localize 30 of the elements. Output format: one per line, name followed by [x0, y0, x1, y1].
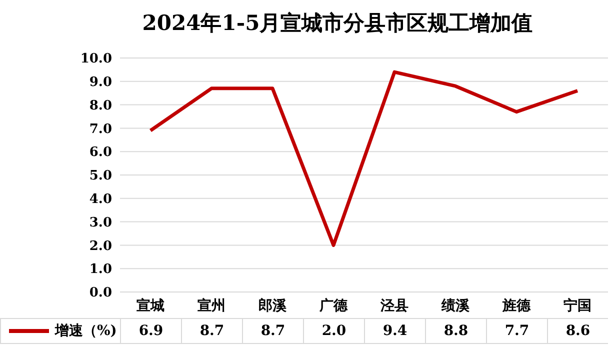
- x-tick-label: 旌德: [502, 298, 532, 314]
- data-label: 9.4: [364, 319, 425, 343]
- y-tick-label: 4.0: [89, 192, 112, 208]
- y-tick-label: 1.0: [89, 262, 112, 278]
- x-tick-label: 广德: [318, 296, 348, 314]
- data-label: 8.6: [547, 319, 608, 343]
- y-tick-label: 8.0: [89, 98, 112, 114]
- chart-title: 2024年1-5月宣城市分县市区规工增加值: [141, 9, 534, 37]
- x-tick-label: 宣州: [198, 296, 226, 314]
- legend-label: 增速（%): [55, 322, 117, 340]
- data-label: 6.9: [120, 319, 181, 343]
- y-tick-label: 2.0: [89, 238, 112, 254]
- y-tick-label: 10.0: [80, 52, 112, 67]
- y-tick-label: 9.0: [89, 75, 112, 90]
- x-tick-label: 宁国: [564, 296, 592, 314]
- data-label: 7.7: [486, 319, 547, 343]
- line-series: [148, 70, 580, 247]
- x-tick-label: 郎溪: [258, 296, 288, 314]
- data-label: 2.0: [303, 319, 364, 343]
- data-label: 8.7: [242, 319, 303, 343]
- data-label: 8.7: [181, 319, 242, 343]
- y-tick-label: 5.0: [89, 168, 112, 184]
- x-tick-label: 宣城: [136, 296, 164, 314]
- y-tick-label: 3.0: [89, 215, 112, 230]
- y-tick-label: 6.0: [89, 145, 112, 160]
- y-tick-label: 7.0: [89, 122, 112, 137]
- data-label: 8.8: [425, 319, 486, 343]
- x-tick-label: 泾县: [380, 298, 408, 314]
- y-tick-label: 0.0: [89, 286, 112, 301]
- x-tick-label: 绩溪: [440, 298, 470, 314]
